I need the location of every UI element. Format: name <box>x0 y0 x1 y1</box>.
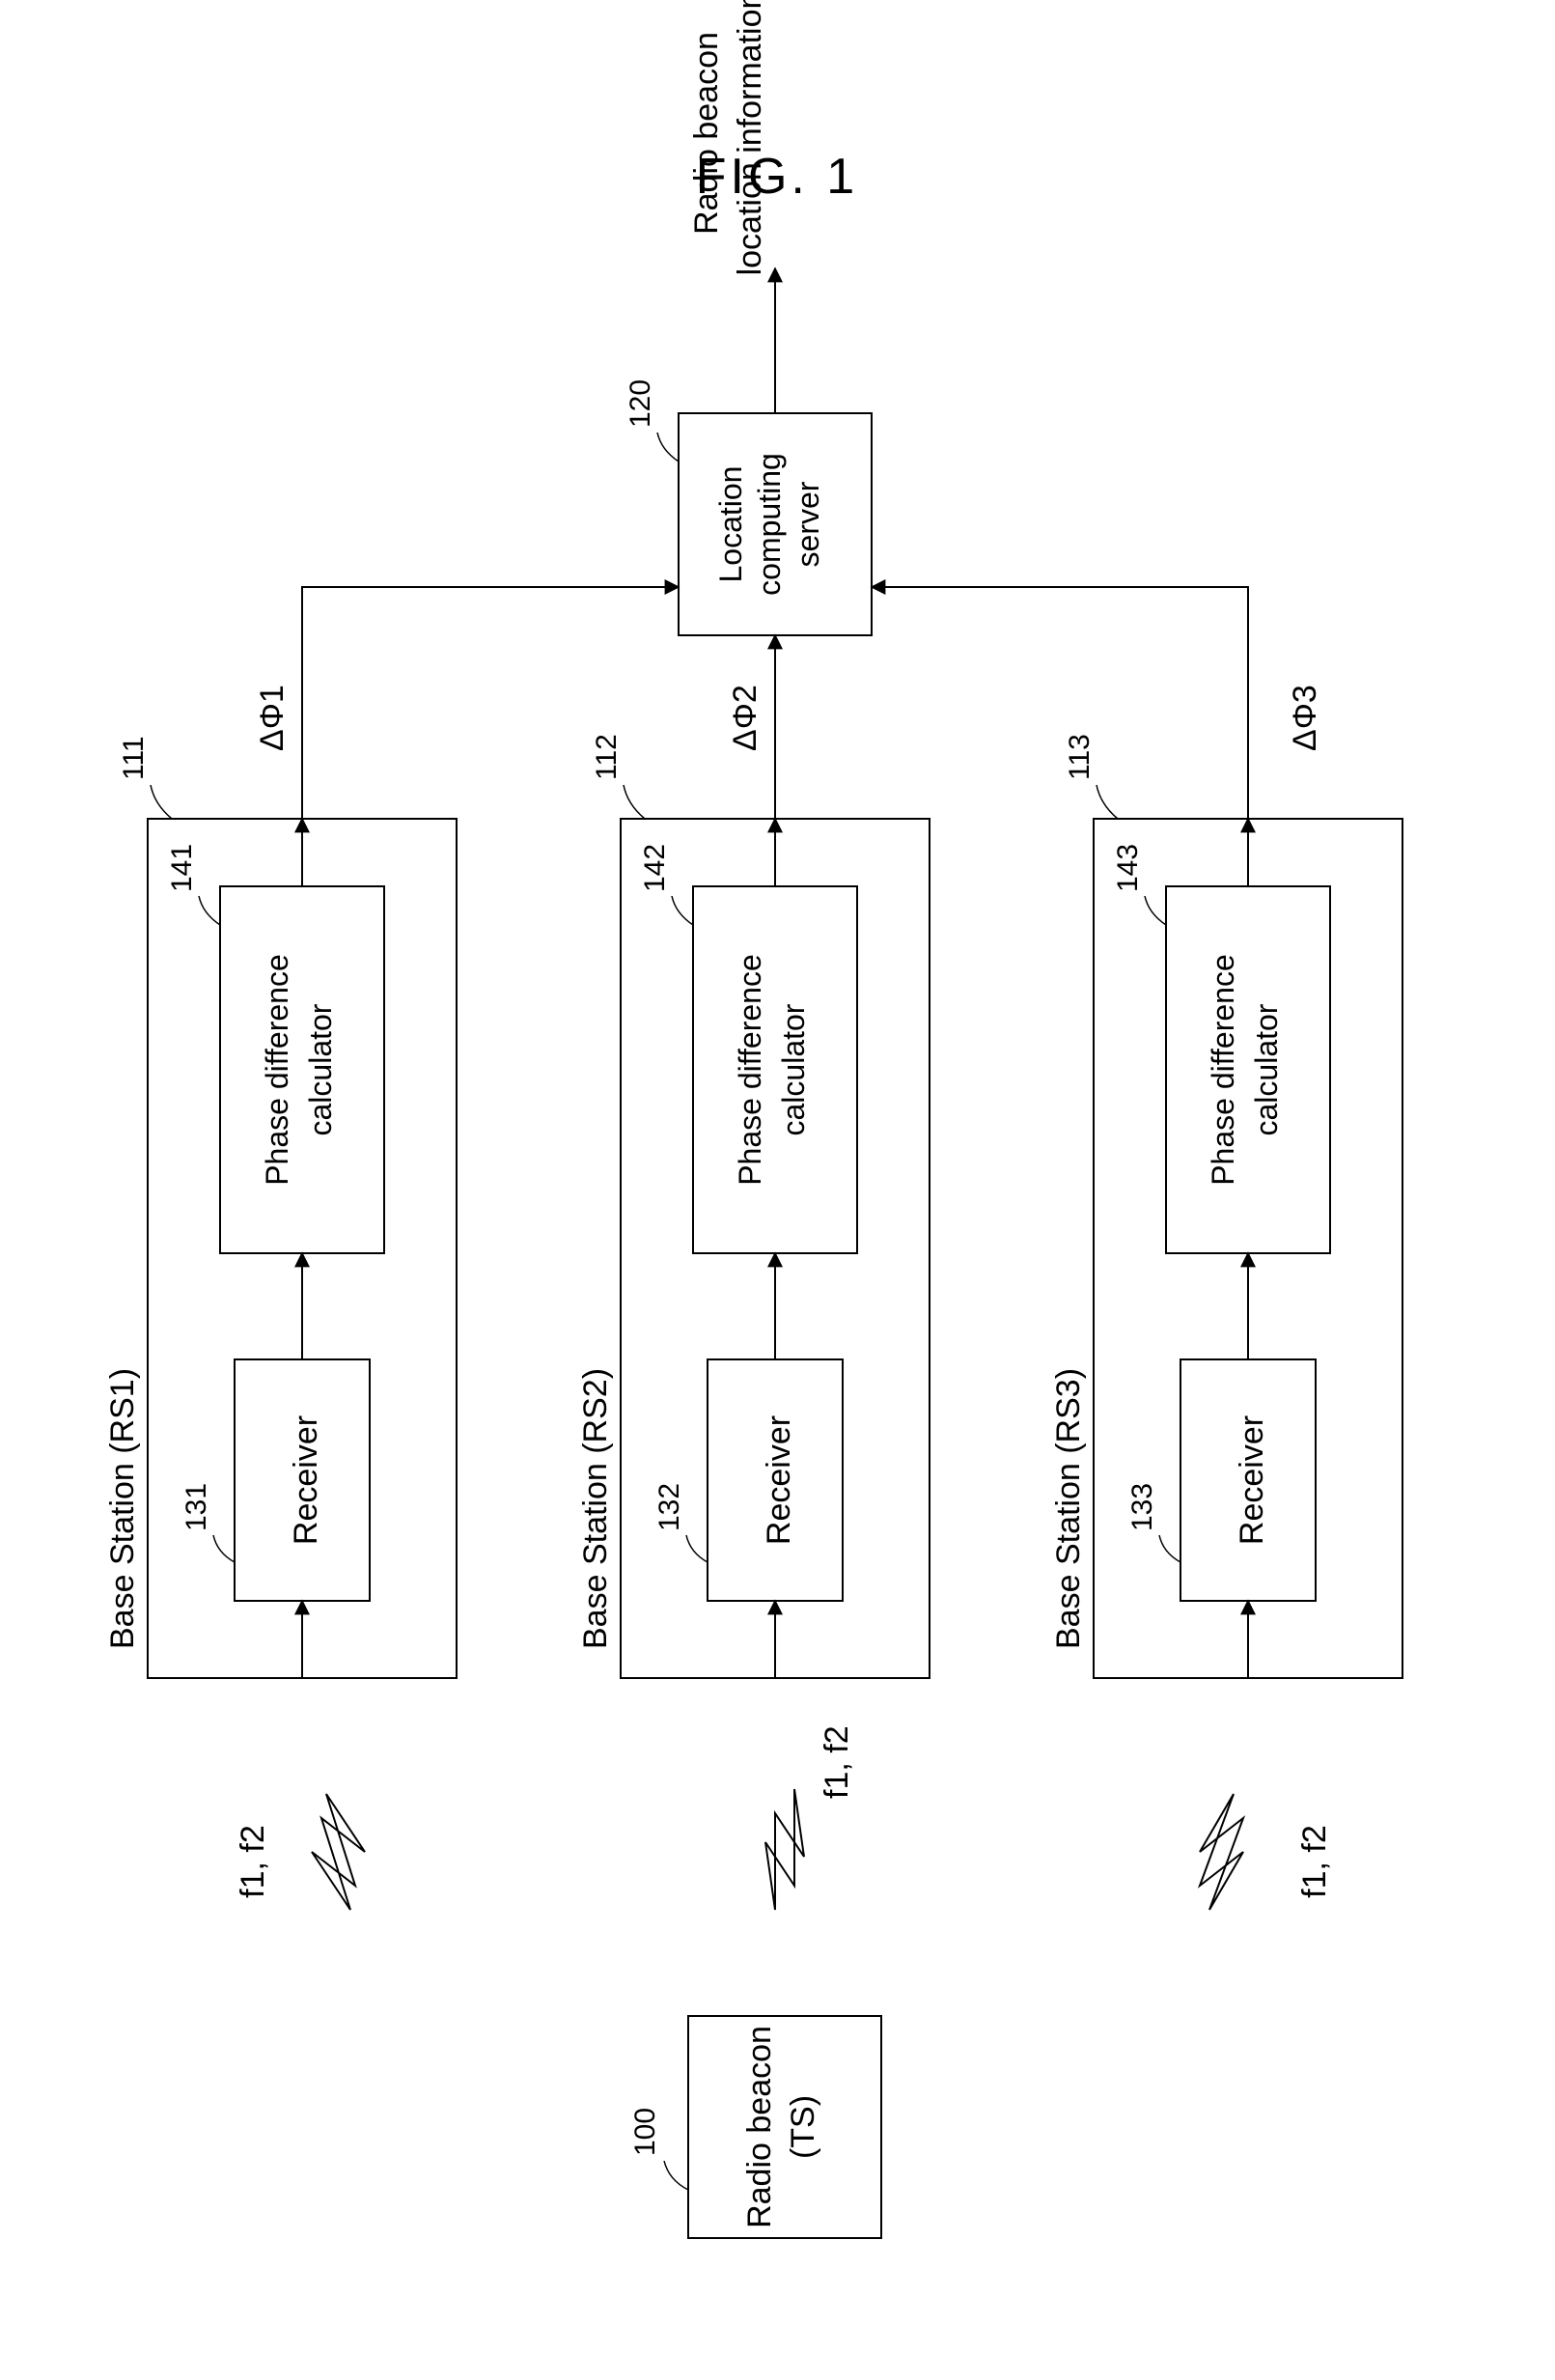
bs3-pd-l1: Phase difference <box>1206 954 1240 1186</box>
bs1-out: ΔΦ1 <box>254 685 291 751</box>
bs3-ref: 113 <box>1064 734 1096 780</box>
base-station-2: Base Station (RS2) 112 Receiver 132 Phas… <box>577 685 930 1678</box>
bs2-out: ΔΦ2 <box>727 685 764 751</box>
rf-link-mid: f1, f2 <box>765 1725 855 1910</box>
bs2-pd-l1: Phase difference <box>733 954 767 1186</box>
bs1-rx-label: Receiver <box>288 1415 324 1545</box>
bs1-ref: 111 <box>118 736 150 780</box>
server-l1: Location <box>713 466 748 583</box>
server-ref: 120 <box>625 379 656 428</box>
rf-link-top: f1, f2 <box>235 1794 365 1910</box>
output-l1: Radio beacon <box>688 32 725 235</box>
freq-label-mid: f1, f2 <box>819 1725 855 1799</box>
bs2-ref: 112 <box>591 734 623 780</box>
bs3-out: ΔΦ3 <box>1287 685 1323 751</box>
location-server-block: Location computing server 120 <box>625 379 872 635</box>
freq-label-bot: f1, f2 <box>1296 1825 1333 1898</box>
base-station-1: Base Station (RS1) 111 Receiver 131 Phas… <box>104 685 457 1678</box>
bs1-pd-ref: 141 <box>166 844 198 892</box>
bs2-rx-ref: 132 <box>653 1483 685 1531</box>
bs1-rx-ref: 131 <box>180 1483 212 1531</box>
bs1-title: Base Station (RS1) <box>104 1368 141 1649</box>
link-bs1-server <box>302 587 679 819</box>
base-station-3: Base Station (RS3) 113 Receiver 133 Phas… <box>1050 685 1402 1678</box>
bs2-pd-l2: calculator <box>776 1003 811 1135</box>
radio-beacon-ref: 100 <box>629 2108 661 2156</box>
link-bs3-server <box>872 587 1248 819</box>
bs3-title: Base Station (RS3) <box>1050 1368 1087 1649</box>
server-l2: computing <box>752 453 787 596</box>
freq-label-top: f1, f2 <box>235 1825 271 1898</box>
radio-beacon-block: Radio beacon (TS) 100 <box>629 2016 881 2238</box>
server-l3: server <box>791 481 825 567</box>
radio-beacon-label-1: Radio beacon <box>741 2026 778 2228</box>
bs3-rx-label: Receiver <box>1234 1415 1270 1545</box>
output-l2: location information <box>732 0 768 275</box>
diagram-canvas: FIG. 1 Radio beacon (TS) 100 f1, f2 f1, … <box>0 0 1555 2380</box>
bs2-pd-ref: 142 <box>639 844 671 892</box>
bs2-title: Base Station (RS2) <box>577 1368 614 1649</box>
bs3-pd-ref: 143 <box>1112 844 1144 892</box>
bs3-rx-ref: 133 <box>1126 1483 1158 1531</box>
bs2-rx-label: Receiver <box>761 1415 797 1545</box>
rf-link-bot: f1, f2 <box>1200 1794 1333 1910</box>
bs1-pd-l1: Phase difference <box>260 954 294 1186</box>
bs3-pd-l2: calculator <box>1249 1003 1284 1135</box>
bs1-pd-l2: calculator <box>303 1003 338 1135</box>
radio-beacon-label-2: (TS) <box>785 2095 821 2159</box>
